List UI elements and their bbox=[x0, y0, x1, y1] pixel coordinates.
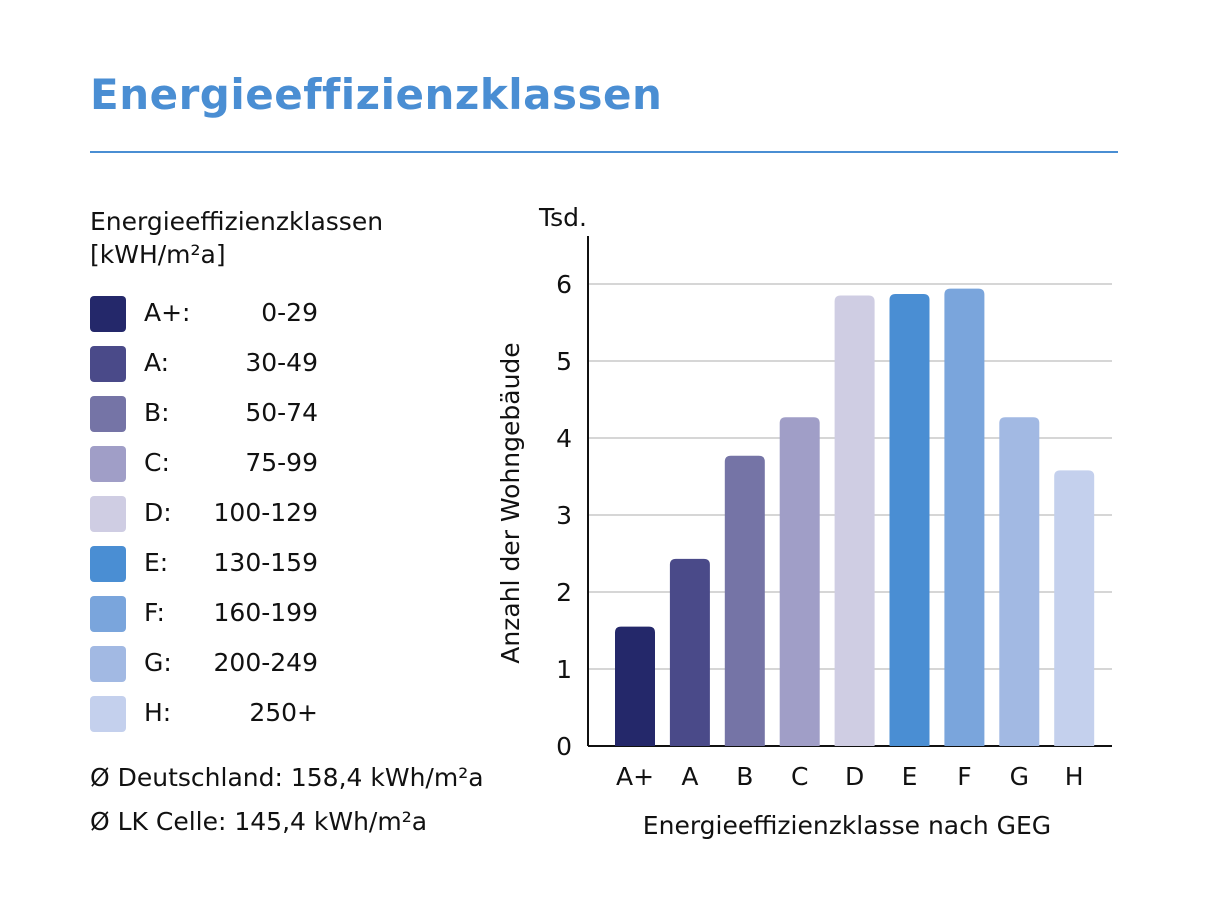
y-tick-label: 5 bbox=[556, 347, 572, 376]
legend-swatch bbox=[90, 496, 126, 532]
bar bbox=[944, 288, 985, 746]
average-germany: Ø Deutschland: 158,4 kWh/m²a bbox=[90, 763, 484, 792]
legend-class-label: E: bbox=[144, 548, 169, 577]
y-tick-label: 1 bbox=[556, 655, 572, 684]
legend-class-label: H: bbox=[144, 698, 172, 727]
legend-heading: Energieeffizienzklassen [kWH/m²a] bbox=[90, 205, 383, 271]
legend-swatch bbox=[90, 346, 126, 382]
legend-item: A+: 0-29 bbox=[90, 296, 420, 346]
legend-class-label: B: bbox=[144, 398, 170, 427]
legend-class-label: C: bbox=[144, 448, 170, 477]
bar bbox=[779, 417, 820, 746]
page-title: Energieeffizienzklassen bbox=[90, 70, 663, 119]
legend-class-label: A: bbox=[144, 348, 170, 377]
title-divider bbox=[90, 151, 1118, 153]
legend-swatch bbox=[90, 646, 126, 682]
average-lk-celle: Ø LK Celle: 145,4 kWh/m²a bbox=[90, 807, 428, 836]
y-unit-label: Tsd. bbox=[538, 203, 587, 232]
legend-heading-line1: Energieeffizienzklassen bbox=[90, 207, 384, 236]
legend-swatch bbox=[90, 596, 126, 632]
legend-range: 200-249 bbox=[213, 648, 318, 677]
legend-swatch bbox=[90, 546, 126, 582]
legend-range: 250+ bbox=[249, 698, 318, 727]
legend-class-label: A+: bbox=[144, 298, 191, 327]
legend-item: A: 30-49 bbox=[90, 346, 420, 396]
y-tick-label: 6 bbox=[556, 270, 572, 299]
legend-range: 0-29 bbox=[261, 298, 318, 327]
legend-item: C: 75-99 bbox=[90, 446, 420, 496]
bar bbox=[724, 455, 765, 746]
legend-item: B: 50-74 bbox=[90, 396, 420, 446]
x-tick-label: A bbox=[681, 762, 698, 791]
legend-range: 30-49 bbox=[245, 348, 318, 377]
y-tick-label: 3 bbox=[556, 501, 572, 530]
bar bbox=[889, 294, 930, 746]
y-tick-label: 4 bbox=[556, 424, 572, 453]
bar bbox=[834, 295, 875, 746]
legend-swatch bbox=[90, 696, 126, 732]
x-tick-label: G bbox=[1010, 762, 1029, 791]
bar bbox=[1054, 470, 1095, 746]
legend-range: 160-199 bbox=[213, 598, 318, 627]
legend-range: 75-99 bbox=[245, 448, 318, 477]
y-axis-title: Anzahl der Wohngebäude bbox=[496, 342, 525, 663]
legend-swatch bbox=[90, 396, 126, 432]
legend: A+: 0-29 A: 30-49 B: 50-74 C: 75-99 D: 100-12… bbox=[90, 296, 420, 746]
x-tick-label: D bbox=[845, 762, 864, 791]
legend-item: F: 160-199 bbox=[90, 596, 420, 646]
legend-item: G: 200-249 bbox=[90, 646, 420, 696]
legend-range: 130-159 bbox=[213, 548, 318, 577]
x-tick-label: H bbox=[1065, 762, 1084, 791]
bar bbox=[669, 558, 710, 746]
legend-range: 100-129 bbox=[213, 498, 318, 527]
legend-item: D: 100-129 bbox=[90, 496, 420, 546]
x-tick-label: C bbox=[791, 762, 808, 791]
x-tick-label: F bbox=[957, 762, 971, 791]
legend-swatch bbox=[90, 446, 126, 482]
x-tick-label: A+ bbox=[616, 762, 654, 791]
legend-swatch bbox=[90, 296, 126, 332]
legend-range: 50-74 bbox=[245, 398, 318, 427]
bar bbox=[999, 417, 1040, 746]
legend-heading-line2: [kWH/m²a] bbox=[90, 240, 226, 269]
legend-item: E: 130-159 bbox=[90, 546, 420, 596]
x-tick-label: E bbox=[902, 762, 918, 791]
legend-class-label: D: bbox=[144, 498, 172, 527]
legend-class-label: F: bbox=[144, 598, 165, 627]
y-tick-label: 0 bbox=[556, 732, 572, 761]
bar bbox=[615, 626, 655, 746]
x-axis-title: Energieeffizienzklasse nach GEG bbox=[643, 811, 1051, 840]
y-tick-label: 2 bbox=[556, 578, 572, 607]
x-tick-label: B bbox=[736, 762, 753, 791]
legend-class-label: G: bbox=[144, 648, 172, 677]
legend-item: H: 250+ bbox=[90, 696, 420, 746]
